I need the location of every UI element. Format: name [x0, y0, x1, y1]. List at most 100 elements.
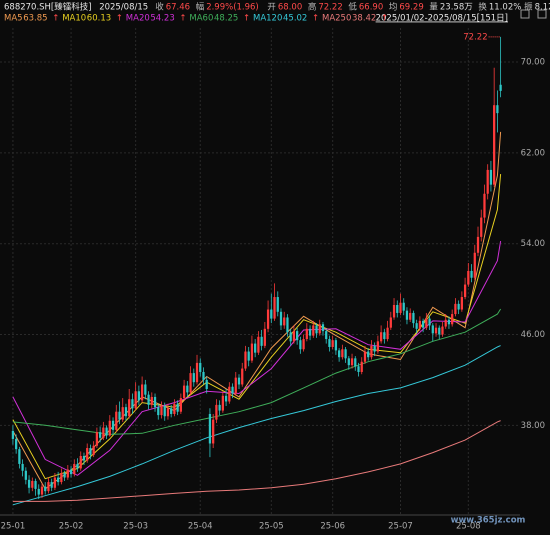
candle-body	[402, 302, 405, 311]
candle-body	[457, 303, 460, 310]
x-tick-label: 25-07	[388, 522, 413, 532]
candle-body	[128, 399, 131, 417]
candle-body	[186, 385, 189, 393]
candle-body	[247, 351, 250, 361]
candle-body	[347, 358, 350, 366]
field-label: 幅	[196, 2, 205, 13]
field-label: 收	[155, 2, 164, 13]
candle-body	[302, 339, 305, 350]
candle-body	[50, 482, 53, 488]
candle-body	[425, 318, 428, 328]
candle-body	[331, 340, 334, 347]
candle-body	[170, 408, 173, 414]
candle-body	[237, 377, 241, 385]
candle-body	[373, 345, 376, 352]
candle-body	[131, 399, 134, 409]
candle-body	[289, 332, 292, 342]
candle-body	[212, 419, 215, 444]
ma-line	[12, 131, 502, 490]
y-tick-label: 62.00	[521, 148, 545, 158]
candle-body	[231, 386, 234, 394]
candle-body	[215, 404, 218, 420]
candle-body	[27, 479, 31, 488]
candle-body	[179, 398, 182, 412]
candle-body	[428, 318, 431, 326]
candle-body	[221, 395, 224, 411]
candle-body	[405, 310, 409, 320]
candle-body	[105, 427, 108, 436]
candle-body	[21, 463, 24, 471]
settings-icon[interactable]	[520, 9, 530, 19]
y-tick-label: 46.00	[521, 330, 545, 340]
candle-body	[318, 324, 321, 334]
max-label: 72.22	[463, 32, 487, 42]
candle-body	[328, 339, 331, 347]
candle-body	[447, 319, 451, 325]
candle-body	[192, 373, 195, 383]
candle-body	[279, 311, 283, 326]
expand-icon[interactable]	[537, 9, 547, 19]
candle-body	[195, 362, 199, 383]
legend-arrow: ↑	[116, 14, 123, 24]
candle-body	[480, 217, 483, 237]
candle-body	[189, 373, 192, 393]
candle-body	[376, 341, 380, 352]
candle-body	[82, 455, 86, 461]
legend-value: 54.23	[150, 14, 174, 24]
legend-value: 45.02	[283, 14, 307, 24]
candle-body	[399, 302, 402, 313]
candle-body	[134, 391, 137, 409]
candle-body	[254, 343, 257, 353]
candle-body	[325, 331, 328, 340]
candle-body	[438, 327, 441, 335]
candle-body	[98, 432, 102, 438]
candle-body	[496, 105, 499, 114]
candle-body	[493, 105, 496, 185]
candle-body	[305, 328, 308, 340]
candle-body	[412, 312, 415, 324]
field-label: 换	[478, 2, 487, 13]
field-value: 11.02%	[489, 3, 521, 13]
legend-value: 63.85	[23, 14, 47, 24]
candle-body	[124, 407, 128, 417]
candle-body	[470, 270, 473, 278]
candle-body	[118, 411, 121, 420]
candle-body	[182, 385, 186, 399]
x-tick-label: 25-04	[188, 522, 213, 532]
x-tick-label: 25-03	[123, 522, 148, 532]
candle-body	[163, 406, 166, 417]
candle-body	[111, 420, 115, 430]
x-tick-label: 25-01	[1, 522, 26, 532]
candle-body	[60, 472, 63, 483]
candle-body	[157, 407, 160, 416]
date: 2025/08/15	[99, 3, 148, 13]
candle-body	[244, 351, 247, 369]
candle-body	[11, 430, 15, 439]
field-value: 66.90	[359, 3, 383, 13]
candle-body	[386, 327, 389, 340]
candle-body	[344, 349, 347, 359]
candle-body	[228, 386, 231, 402]
candle-body	[202, 371, 205, 380]
candle-body	[140, 384, 144, 401]
y-tick-label: 38.00	[521, 421, 545, 431]
legend-name: MA10	[62, 14, 86, 24]
x-tick-label: 25-05	[259, 522, 284, 532]
ma-line	[12, 345, 501, 506]
candle-body	[409, 312, 412, 320]
candle-body	[89, 448, 92, 455]
candle-body	[273, 297, 276, 319]
date-range[interactable]: 2025/01/02-2025/08/15[151日]	[376, 14, 508, 24]
field-label: 低	[348, 2, 357, 13]
candle-body	[234, 377, 237, 394]
candle-body	[241, 368, 244, 385]
x-tick-label: 25-06	[320, 522, 345, 532]
candle-body	[434, 327, 438, 334]
candle-body	[108, 420, 111, 436]
candle-body	[31, 480, 34, 488]
field-value: 68.00	[278, 3, 302, 13]
candle-body	[463, 284, 467, 298]
candle-body	[263, 328, 266, 346]
candle-body	[389, 317, 392, 328]
